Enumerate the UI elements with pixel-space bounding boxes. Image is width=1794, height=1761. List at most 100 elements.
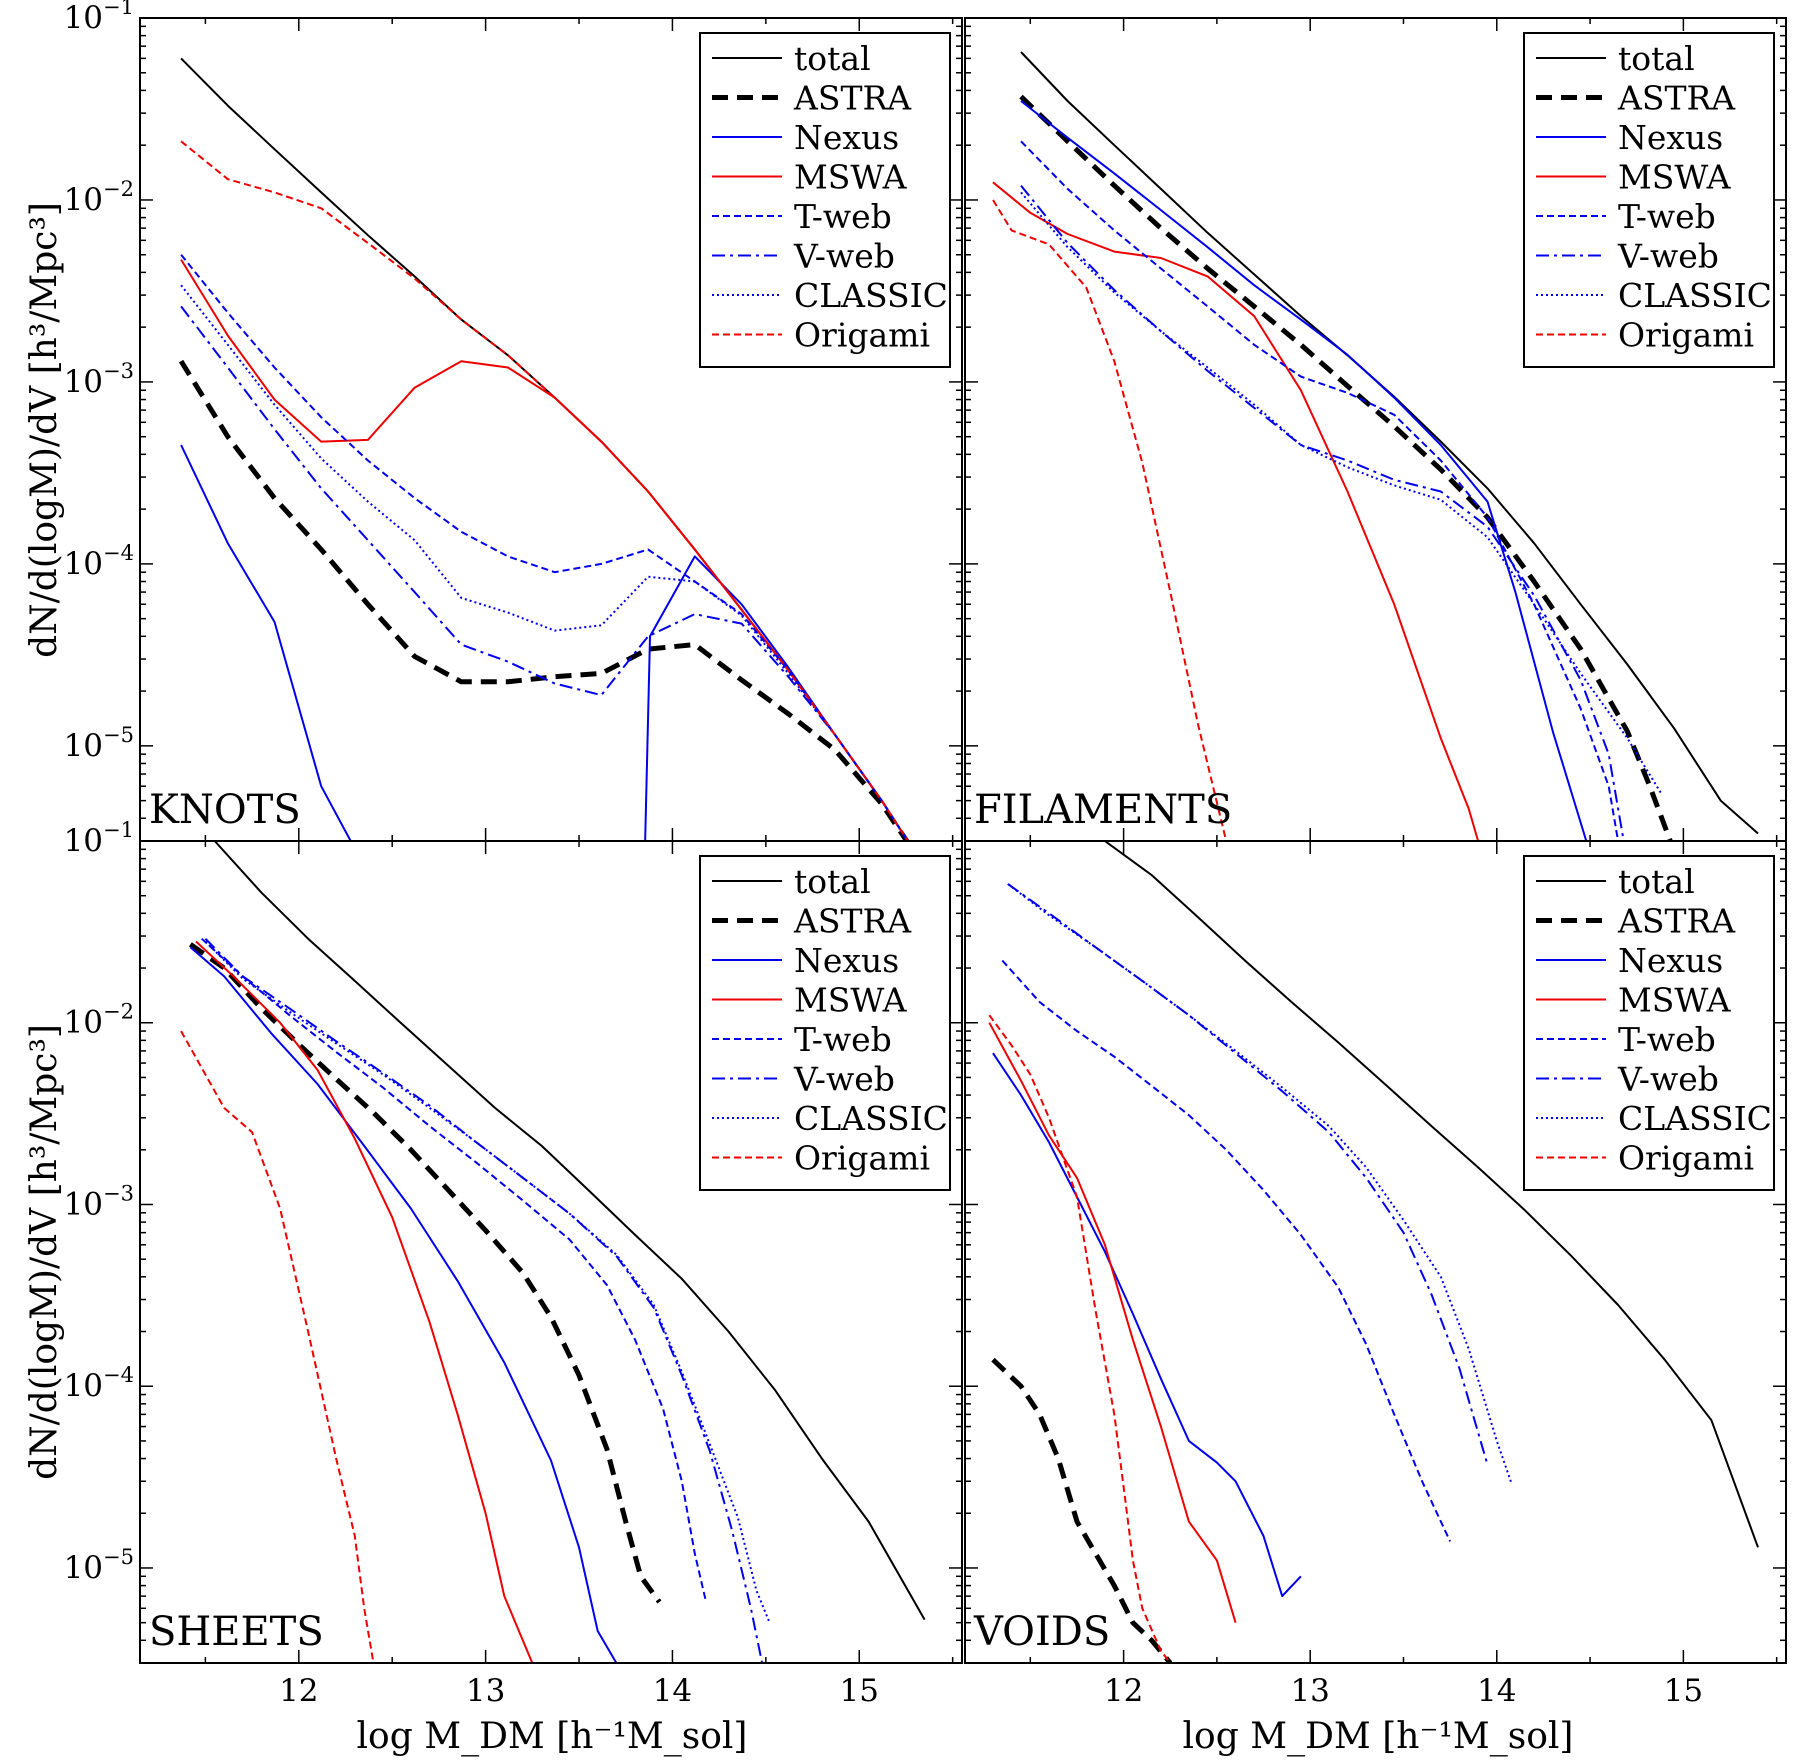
y-axis-label-top: dN/d(logM)/dV [h³/Mpc³] bbox=[24, 202, 65, 658]
y-tick-label: 10−5 bbox=[64, 1545, 134, 1586]
x-tick-label: 14 bbox=[1477, 1673, 1516, 1709]
x-tick-label: 15 bbox=[1664, 1673, 1703, 1709]
series-nexus-line bbox=[189, 946, 618, 1663]
legend-box bbox=[1523, 32, 1775, 368]
series-vweb-line bbox=[180, 305, 909, 841]
legend-box bbox=[699, 32, 951, 368]
legend-label-classic: CLASSIC bbox=[794, 276, 948, 315]
panel-sheets: 10−1 10−2 10−3 10−4 10−5 12 13 14 15 SHEETS totalA… bbox=[64, 818, 963, 1709]
legend: totalASTRANexusMSWAT-webV-webCLASSICOrig… bbox=[699, 855, 951, 1191]
panel-label: SHEETS bbox=[149, 1609, 324, 1655]
x-tick-label: 12 bbox=[279, 1673, 318, 1709]
x-tick-label: 13 bbox=[1290, 1673, 1329, 1709]
x-tick-label: 13 bbox=[466, 1673, 505, 1709]
legend-label-mswa: MSWA bbox=[1618, 981, 1732, 1020]
legend-label-nexus: Nexus bbox=[794, 941, 899, 980]
legend-label-tweb: T-web bbox=[794, 1020, 892, 1059]
y-tick-label: 10−2 bbox=[64, 177, 134, 218]
series-astra-line bbox=[188, 942, 662, 1604]
legend-label-total: total bbox=[1618, 862, 1695, 901]
panel-knots: 10−1 10−2 10−3 10−4 10−5 KNOTS totalASTRANexus… bbox=[64, 0, 963, 842]
series-tweb-line bbox=[201, 937, 708, 1603]
legend-label-nexus: Nexus bbox=[1618, 118, 1723, 157]
y-tick-label: 10−3 bbox=[64, 359, 134, 400]
legend-box bbox=[1523, 855, 1775, 1191]
y-tick-label: 10−5 bbox=[64, 723, 134, 764]
y-tick-label: 10−4 bbox=[64, 1363, 134, 1404]
legend-label-classic: CLASSIC bbox=[794, 1099, 948, 1138]
legend-label-origami: Origami bbox=[1618, 316, 1754, 355]
legend: totalASTRANexusMSWAT-webV-webCLASSICOrig… bbox=[699, 32, 951, 368]
series-vweb-line bbox=[1007, 883, 1489, 1465]
y-tick-label: 10−2 bbox=[64, 1000, 134, 1041]
legend-label-astra: ASTRA bbox=[1617, 902, 1736, 941]
ticks bbox=[965, 840, 1786, 1664]
legend-label-vweb: V-web bbox=[793, 1060, 895, 1099]
panel-filaments: FILAMENTS totalASTRANexusMSWAT-webV-webCL… bbox=[964, 17, 1787, 842]
series-mswa-line bbox=[195, 940, 534, 1663]
y-tick-label: 10−1 bbox=[64, 0, 134, 36]
legend-label-mswa: MSWA bbox=[794, 158, 908, 197]
x-tick-label: 14 bbox=[653, 1673, 692, 1709]
y-tick-label: 10−3 bbox=[64, 1181, 134, 1222]
legend-label-total: total bbox=[1618, 39, 1695, 78]
panel-label: KNOTS bbox=[149, 787, 301, 833]
legend-label-astra: ASTRA bbox=[1617, 79, 1736, 118]
legend-label-vweb: V-web bbox=[1617, 1060, 1719, 1099]
legend-label-origami: Origami bbox=[1618, 1139, 1754, 1178]
legend-label-tweb: T-web bbox=[1618, 1020, 1716, 1059]
series-astra-line bbox=[178, 359, 910, 841]
legend-label-classic: CLASSIC bbox=[1618, 276, 1772, 315]
legend-label-tweb: T-web bbox=[794, 197, 892, 236]
ticks bbox=[140, 840, 962, 1664]
legend-label-total: total bbox=[794, 39, 871, 78]
legend: totalASTRANexusMSWAT-webV-webCLASSICOrig… bbox=[1523, 32, 1775, 368]
legend-label-astra: ASTRA bbox=[793, 79, 912, 118]
legend-label-classic: CLASSIC bbox=[1618, 1099, 1772, 1138]
legend-label-nexus: Nexus bbox=[1618, 941, 1723, 980]
series-origami-line bbox=[988, 1014, 1172, 1663]
legend-label-vweb: V-web bbox=[793, 237, 895, 276]
series-astra-line bbox=[1019, 94, 1673, 841]
series-mswa-line bbox=[992, 181, 1480, 841]
legend-label-astra: ASTRA bbox=[793, 902, 912, 941]
y-axis-label-bottom: dN/d(logM)/dV [h³/Mpc³] bbox=[24, 1024, 65, 1480]
legend-label-vweb: V-web bbox=[1617, 237, 1719, 276]
legend-label-tweb: T-web bbox=[1618, 197, 1716, 236]
x-axis-label-right: log M_DM [h⁻¹M_sol] bbox=[1183, 1716, 1574, 1757]
panel-voids: 12 13 14 15 VOIDS totalASTRANexusMSWAT-webV-w… bbox=[964, 840, 1787, 1709]
panel-label: VOIDS bbox=[973, 1609, 1110, 1655]
series-origami-line bbox=[992, 199, 1228, 841]
legend-label-origami: Origami bbox=[794, 1139, 930, 1178]
series-nexus-line bbox=[1020, 100, 1588, 841]
series-total-line bbox=[1104, 841, 1759, 1548]
legend-box bbox=[699, 855, 951, 1191]
legend-label-mswa: MSWA bbox=[1618, 158, 1732, 197]
y-tick-label: 10−1 bbox=[64, 818, 134, 859]
x-tick-label: 15 bbox=[840, 1673, 879, 1709]
series-mswa-line bbox=[988, 1022, 1237, 1623]
y-tick-label: 10−4 bbox=[64, 541, 134, 582]
series-total-line bbox=[213, 841, 926, 1621]
series-classic-line bbox=[1007, 883, 1513, 1485]
legend-label-mswa: MSWA bbox=[794, 981, 908, 1020]
x-axis-label-left: log M_DM [h⁻¹M_sol] bbox=[357, 1716, 748, 1757]
series-group bbox=[988, 841, 1759, 1663]
series-astra-line bbox=[991, 1357, 1173, 1663]
panel-frame bbox=[139, 840, 963, 1664]
panel-frame bbox=[964, 840, 1787, 1664]
legend: totalASTRANexusMSWAT-webV-webCLASSICOrig… bbox=[1523, 855, 1775, 1191]
series-group bbox=[178, 57, 910, 841]
series-tweb-line bbox=[180, 254, 909, 841]
x-tick-label: 12 bbox=[1104, 1673, 1143, 1709]
legend-label-origami: Origami bbox=[794, 316, 930, 355]
series-origami-line bbox=[180, 1030, 375, 1663]
series-tweb-line bbox=[1001, 959, 1452, 1542]
series-classic-line bbox=[180, 284, 909, 841]
series-classic-line bbox=[204, 940, 771, 1624]
series-group bbox=[992, 51, 1759, 841]
series-vweb-line bbox=[204, 937, 764, 1663]
series-tweb-line bbox=[1020, 140, 1620, 841]
series-group bbox=[180, 841, 926, 1663]
